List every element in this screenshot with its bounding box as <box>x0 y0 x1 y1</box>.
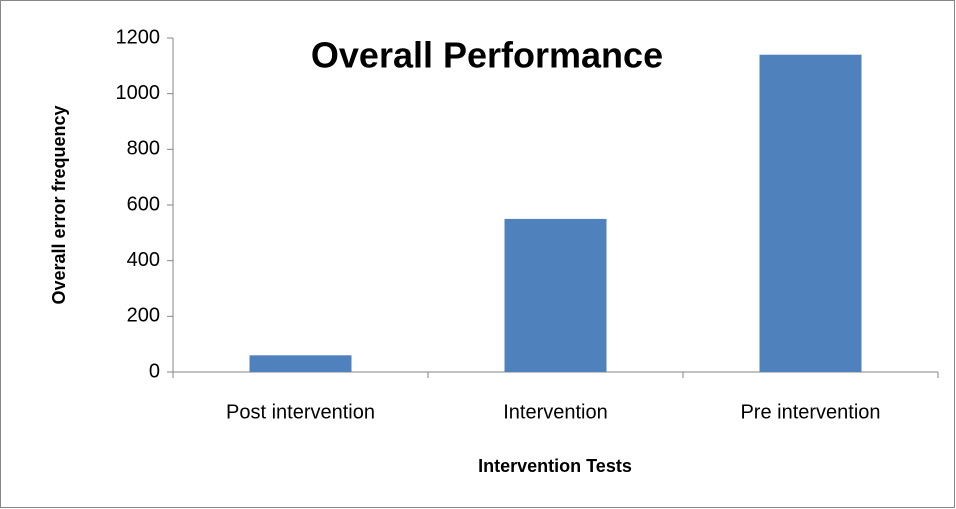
y-tick-label: 0 <box>149 360 160 382</box>
y-tick-label: 1000 <box>116 82 161 104</box>
x-tick-label: Pre intervention <box>740 401 880 423</box>
x-axis-title: Intervention Tests <box>478 456 632 476</box>
y-tick-label: 800 <box>127 138 160 160</box>
y-tick-label: 200 <box>127 305 160 327</box>
x-tick-label: Intervention <box>503 401 608 423</box>
y-axis-title: Overall error frequency <box>49 105 69 304</box>
x-tick-label: Post intervention <box>226 401 375 423</box>
y-tick-label: 1200 <box>116 26 161 48</box>
chart-title: Overall Performance <box>311 35 663 76</box>
bar <box>759 54 862 372</box>
y-tick-label: 600 <box>127 193 160 215</box>
y-tick-label: 400 <box>127 249 160 271</box>
bar <box>504 218 607 372</box>
bar <box>249 355 352 372</box>
